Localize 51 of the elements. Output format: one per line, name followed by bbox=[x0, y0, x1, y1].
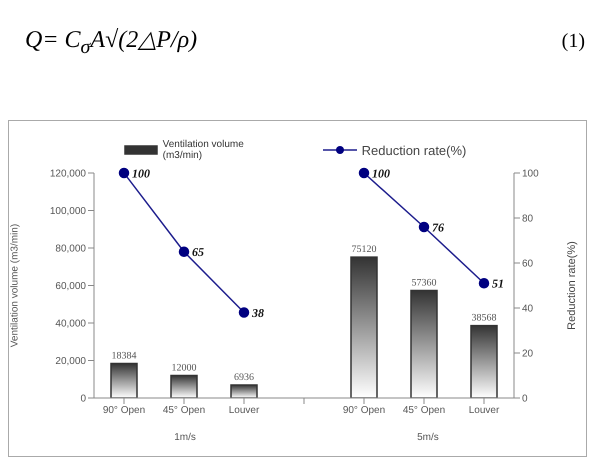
point bbox=[118, 168, 130, 178]
y2-tick-label: 100 bbox=[522, 168, 540, 180]
y2-axis-title: Reduction rate(%) bbox=[566, 241, 578, 330]
y-tick-label: 20,000 bbox=[55, 356, 86, 368]
point bbox=[178, 246, 190, 257]
data-label: 100 bbox=[372, 166, 390, 180]
point bbox=[478, 278, 490, 288]
y-tick-label: 60,000 bbox=[55, 281, 86, 292]
data-label: 12000 bbox=[172, 362, 196, 374]
bar bbox=[170, 374, 198, 398]
text: 1m/s bbox=[173, 432, 197, 443]
bar bbox=[230, 384, 258, 398]
x-tick-label: Louver bbox=[228, 405, 260, 416]
data-label: 57360 bbox=[412, 277, 436, 288]
data-label: 76 bbox=[432, 220, 444, 234]
x-tick-label: 90° Open bbox=[102, 405, 146, 416]
bar bbox=[410, 290, 438, 398]
bar bbox=[350, 256, 378, 398]
data-label: 65 bbox=[192, 245, 204, 260]
x-tick-label: 45° Open bbox=[162, 405, 206, 416]
data-label: 38568 bbox=[472, 312, 496, 324]
y-tick-label: 100,000 bbox=[50, 206, 86, 218]
y-tick-label: 40,000 bbox=[55, 318, 86, 330]
y2-tick-label: 40 bbox=[522, 304, 534, 315]
point bbox=[418, 222, 430, 232]
point bbox=[238, 307, 250, 318]
legend-label: Ventilation volume (m3/min) bbox=[162, 139, 245, 161]
y2-tick-label: 80 bbox=[522, 214, 534, 225]
text: Q= C$_{σ}$A√(2△P/ρ) bbox=[25, 26, 198, 59]
y2-tick-label: 20 bbox=[522, 348, 534, 360]
bar bbox=[110, 362, 138, 398]
x-tick-label: Louver bbox=[468, 405, 500, 416]
data-label: 38 bbox=[251, 306, 264, 320]
y-tick-label: 80,000 bbox=[55, 244, 86, 255]
legend-label: Reduction rate(%) bbox=[362, 142, 466, 158]
bar bbox=[470, 324, 498, 398]
x-tick-label: 90° Open bbox=[342, 405, 386, 416]
y-tick-label: 120,000 bbox=[50, 168, 86, 180]
text: 5m/s bbox=[416, 432, 440, 443]
text: (1) bbox=[562, 30, 585, 53]
y2-tick-label: 0 bbox=[522, 394, 528, 405]
x-tick-label: 45° Open bbox=[402, 405, 446, 416]
y-tick-label: 0 bbox=[80, 394, 86, 405]
data-label: 51 bbox=[492, 276, 504, 291]
data-label: 18384 bbox=[112, 350, 136, 362]
y2-tick-label: 60 bbox=[522, 258, 534, 270]
data-label: 6936 bbox=[234, 372, 254, 383]
y-axis-title: Ventilation volume (m3/min) bbox=[10, 224, 21, 348]
data-label: 75120 bbox=[352, 244, 376, 256]
point bbox=[358, 168, 370, 178]
data-label: 100 bbox=[132, 166, 150, 180]
